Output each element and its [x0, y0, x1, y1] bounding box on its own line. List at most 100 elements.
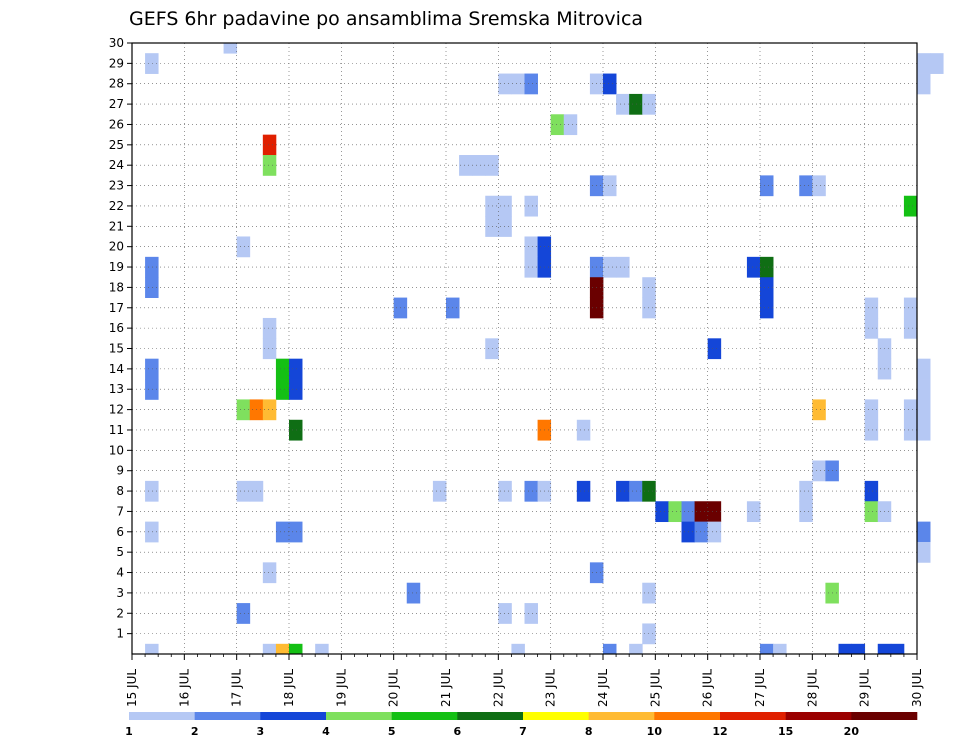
heatmap-cell — [236, 236, 251, 258]
heatmap-cell — [432, 480, 447, 502]
x-tick-label: 19 JUL — [334, 669, 348, 707]
heatmap-cell — [917, 541, 931, 563]
x-tick-label: 21 JUL — [439, 669, 453, 707]
x-tick-label: 18 JUL — [282, 669, 296, 707]
legend-swatch — [523, 712, 589, 720]
y-tick-label: 29 — [109, 56, 124, 70]
heatmap-cell — [760, 277, 774, 298]
heatmap-cell — [524, 236, 538, 258]
heatmap-cell — [917, 521, 931, 543]
heatmap-cell — [616, 480, 630, 502]
heatmap-cell — [550, 114, 565, 136]
heatmap-cell — [262, 399, 277, 421]
heatmap-cell — [903, 195, 918, 217]
heatmap-cell — [629, 643, 643, 655]
x-tick-label: 23 JUL — [544, 669, 558, 707]
heatmap-cell — [917, 419, 931, 441]
heatmap-cell — [485, 216, 499, 237]
heatmap-cell — [262, 562, 277, 584]
heatmap-cell — [145, 480, 159, 502]
heatmap-cell — [877, 643, 892, 655]
y-tick-label: 22 — [109, 199, 124, 213]
y-tick-label: 12 — [109, 403, 124, 417]
heatmap-cell — [576, 419, 591, 441]
heatmap-cell — [289, 521, 303, 543]
heatmap-cell — [903, 399, 918, 421]
heatmap-cell — [773, 643, 787, 655]
x-tick-label: 24 JUL — [596, 669, 610, 707]
y-tick-label: 6 — [116, 525, 124, 539]
heatmap-cell — [511, 73, 525, 95]
legend-swatch — [391, 712, 458, 720]
heatmap-cell — [524, 195, 538, 217]
heatmap-cell — [498, 603, 512, 624]
x-tick-label: 28 JUL — [805, 669, 819, 707]
heatmap-cell — [275, 358, 290, 380]
heatmap-cell — [315, 643, 329, 655]
heatmap-cell — [145, 358, 159, 380]
legend-swatch — [654, 712, 721, 720]
y-tick-label: 30 — [109, 36, 124, 50]
heatmap-cell — [838, 643, 852, 655]
heatmap-cell — [262, 134, 277, 156]
x-tick-label: 30 JUL — [910, 669, 924, 707]
heatmap-cell — [472, 155, 486, 176]
y-tick-label: 27 — [109, 97, 124, 111]
heatmap-cell — [851, 643, 866, 655]
heatmap-cell — [498, 195, 512, 217]
heatmap-cell — [917, 358, 931, 380]
y-tick-label: 19 — [109, 260, 124, 274]
heatmap-cell — [864, 317, 879, 339]
heatmap-cell — [485, 155, 499, 176]
heatmap-cell — [485, 195, 499, 217]
y-tick-label: 15 — [109, 342, 124, 356]
legend-label: 15 — [778, 725, 793, 738]
legend-swatch — [194, 712, 261, 720]
heatmap-cells — [145, 43, 944, 655]
legend-label: 20 — [844, 725, 860, 738]
heatmap-cell — [760, 643, 774, 655]
heatmap-cell — [275, 643, 290, 655]
y-tick-label: 28 — [109, 77, 124, 91]
y-tick-label: 25 — [109, 138, 124, 152]
x-tick-label: 22 JUL — [491, 669, 505, 707]
heatmap-cell — [145, 379, 159, 400]
heatmap-cell — [524, 73, 538, 95]
y-tick-label: 24 — [109, 158, 124, 172]
heatmap-cell — [917, 379, 931, 400]
heatmap-cell — [864, 297, 879, 319]
y-tick-label: 13 — [109, 382, 124, 396]
heatmap-cell — [498, 73, 512, 95]
y-tick-label: 3 — [116, 586, 124, 600]
heatmap-cell — [760, 297, 774, 319]
heatmap-cell — [864, 480, 879, 502]
x-axis: 15 JUL 16 JUL 17 JUL 18 JUL 19 JUL 20 JUL 21 J… — [125, 654, 924, 707]
x-tick-label: 20 JUL — [387, 669, 401, 707]
y-tick-label: 23 — [109, 179, 124, 193]
legend-swatch — [785, 712, 852, 720]
grid-lines — [132, 43, 917, 654]
legend-label: 3 — [257, 725, 265, 738]
legend-label: 4 — [322, 725, 330, 738]
heatmap-cell — [289, 358, 303, 380]
heatmap-cell — [511, 643, 525, 655]
heatmap-cell — [890, 643, 905, 655]
legend-swatch — [588, 712, 655, 720]
heatmap-cell — [760, 175, 774, 197]
heatmap-cell — [668, 501, 682, 523]
heatmap-cell — [799, 501, 813, 523]
heatmap-cell — [145, 521, 159, 543]
heatmap-cell — [746, 256, 761, 278]
heatmap-cell — [275, 521, 290, 543]
heatmap-cell — [289, 643, 303, 655]
y-axis: 1234567891011121314151617181920212223242… — [109, 36, 132, 641]
y-tick-label: 8 — [116, 484, 124, 498]
heatmap-cell — [275, 379, 290, 400]
y-tick-label: 20 — [109, 240, 124, 254]
heatmap-cell — [812, 460, 826, 482]
x-tick-label: 17 JUL — [230, 669, 244, 707]
heatmap-cell — [603, 73, 617, 95]
x-tick-label: 27 JUL — [753, 669, 767, 707]
heatmap-cell — [145, 256, 159, 278]
